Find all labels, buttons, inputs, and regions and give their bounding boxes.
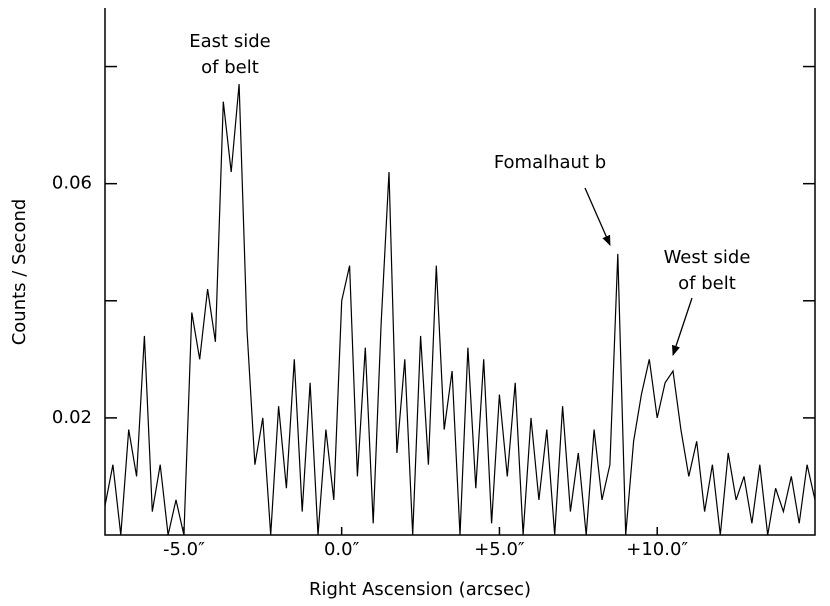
annotation: West side bbox=[664, 247, 751, 268]
annotation: East side bbox=[189, 31, 270, 52]
data-line bbox=[104, 84, 816, 536]
annotation: of belt bbox=[678, 273, 736, 294]
x-tick-label: -5.0″ bbox=[163, 539, 205, 560]
axis-frame bbox=[104, 8, 816, 536]
x-tick-label: +10.0″ bbox=[626, 539, 688, 560]
y-tick-label: 0.06 bbox=[52, 173, 92, 194]
x-axis-label: Right Ascension (arcsec) bbox=[309, 579, 531, 600]
annotation: Fomalhaut b bbox=[494, 152, 606, 173]
y-axis-label: Counts / Second bbox=[9, 199, 30, 346]
x-tick-label: +5.0″ bbox=[474, 539, 525, 560]
y-tick-label: 0.02 bbox=[52, 407, 92, 428]
annotation: of belt bbox=[201, 57, 259, 78]
annotation-arrow bbox=[672, 297, 693, 356]
x-tick-label: 0.0″ bbox=[324, 539, 360, 560]
annotation-arrow bbox=[584, 187, 611, 246]
